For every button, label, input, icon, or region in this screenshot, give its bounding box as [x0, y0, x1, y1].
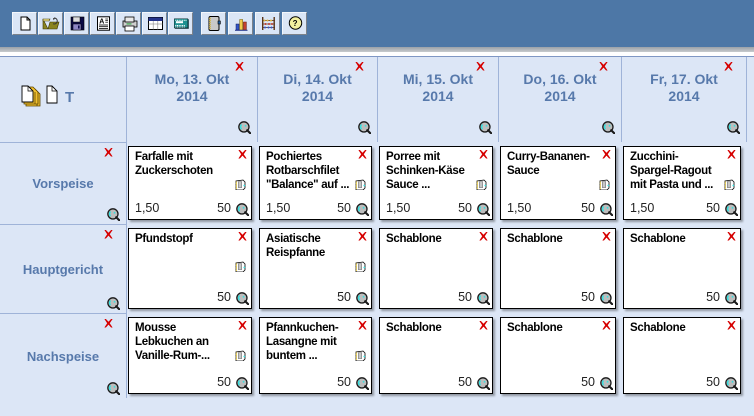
svg-text:?: ? [293, 19, 298, 28]
svg-text:A: A [99, 19, 104, 26]
svg-text:T: T [65, 89, 74, 106]
